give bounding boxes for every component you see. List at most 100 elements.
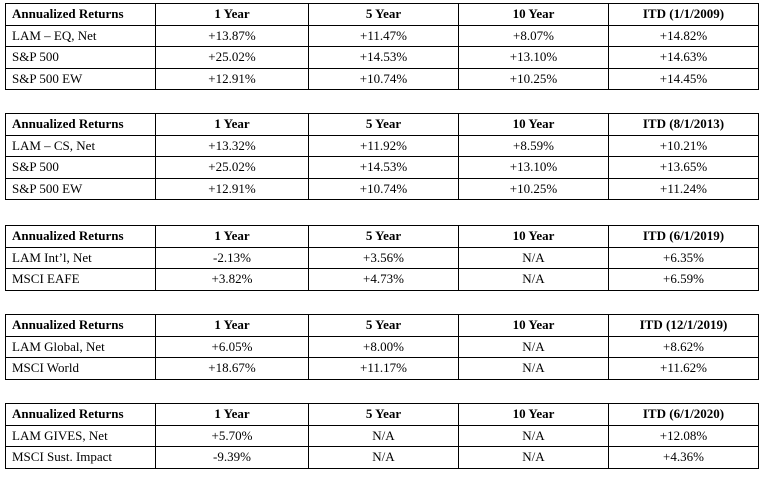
table-body: Annualized Returns 1 Year 5 Year 10 Year ITD…	[5, 225, 759, 291]
return-cell: +12.91%	[155, 67, 309, 90]
returns-table: Annualized Returns 1 Year 5 Year 10 Year ITD…	[5, 113, 759, 200]
row-label: LAM – EQ, Net	[5, 24, 156, 47]
header-cell: ITD (12/1/2019)	[608, 314, 759, 337]
data-row: S&P 500 +25.02% +14.53% +13.10% +13.65%	[5, 156, 759, 179]
return-cell: +11.47%	[308, 24, 459, 47]
header-cell: 10 Year	[458, 225, 609, 248]
header-row: Annualized Returns 1 Year 5 Year 10 Year ITD…	[5, 3, 759, 26]
header-cell: 5 Year	[308, 3, 459, 26]
return-cell: +8.00%	[308, 335, 459, 358]
header-cell: 5 Year	[308, 314, 459, 337]
data-row: LAM – CS, Net +13.32% +11.92% +8.59% +10.21%	[5, 134, 759, 157]
row-label: LAM Global, Net	[5, 335, 156, 358]
row-label: LAM GIVES, Net	[5, 424, 156, 447]
header-cell: Annualized Returns	[5, 403, 156, 426]
return-cell: +13.10%	[458, 156, 609, 179]
data-row: MSCI World +18.67% +11.17% N/A +11.62%	[5, 357, 759, 380]
header-cell: 10 Year	[458, 403, 609, 426]
header-cell: 1 Year	[155, 113, 309, 136]
table-body: Annualized Returns 1 Year 5 Year 10 Year ITD…	[5, 3, 759, 90]
header-cell: Annualized Returns	[5, 113, 156, 136]
return-cell: N/A	[308, 424, 459, 447]
return-cell: +10.25%	[458, 177, 609, 200]
return-cell: N/A	[458, 246, 609, 269]
data-row: LAM – EQ, Net +13.87% +11.47% +8.07% +14.82%	[5, 24, 759, 47]
return-cell: +13.32%	[155, 134, 309, 157]
return-cell: +14.53%	[308, 46, 459, 69]
return-cell: +6.05%	[155, 335, 309, 358]
row-label: MSCI Sust. Impact	[5, 446, 156, 469]
return-cell: N/A	[458, 424, 609, 447]
return-cell: +25.02%	[155, 46, 309, 69]
header-cell: 5 Year	[308, 113, 459, 136]
table-body: Annualized Returns 1 Year 5 Year 10 Year ITD…	[5, 113, 759, 200]
data-row: LAM Global, Net +6.05% +8.00% N/A +8.62%	[5, 335, 759, 358]
header-cell: 1 Year	[155, 403, 309, 426]
header-cell: Annualized Returns	[5, 3, 156, 26]
return-cell: +14.82%	[608, 24, 759, 47]
return-cell: N/A	[458, 335, 609, 358]
row-label: LAM – CS, Net	[5, 134, 156, 157]
return-cell: +10.74%	[308, 67, 459, 90]
return-cell: +3.56%	[308, 246, 459, 269]
return-cell: +13.87%	[155, 24, 309, 47]
header-row: Annualized Returns 1 Year 5 Year 10 Year ITD…	[5, 113, 759, 136]
row-label: MSCI EAFE	[5, 268, 156, 291]
header-cell: 10 Year	[458, 3, 609, 26]
returns-table: Annualized Returns 1 Year 5 Year 10 Year ITD…	[5, 3, 759, 90]
header-row: Annualized Returns 1 Year 5 Year 10 Year ITD…	[5, 403, 759, 426]
header-cell: 1 Year	[155, 3, 309, 26]
return-cell: +11.17%	[308, 357, 459, 380]
header-cell: 1 Year	[155, 225, 309, 248]
header-cell: 10 Year	[458, 314, 609, 337]
returns-table: Annualized Returns 1 Year 5 Year 10 Year ITD…	[5, 403, 759, 469]
header-cell: ITD (6/1/2019)	[608, 225, 759, 248]
return-cell: +11.24%	[608, 177, 759, 200]
return-cell: +25.02%	[155, 156, 309, 179]
data-row: MSCI EAFE +3.82% +4.73% N/A +6.59%	[5, 268, 759, 291]
header-cell: 5 Year	[308, 403, 459, 426]
return-cell: N/A	[308, 446, 459, 469]
return-cell: +4.73%	[308, 268, 459, 291]
return-cell: +18.67%	[155, 357, 309, 380]
header-row: Annualized Returns 1 Year 5 Year 10 Year ITD…	[5, 225, 759, 248]
return-cell: +3.82%	[155, 268, 309, 291]
return-cell: +5.70%	[155, 424, 309, 447]
return-cell: +8.59%	[458, 134, 609, 157]
returns-table: Annualized Returns 1 Year 5 Year 10 Year ITD…	[5, 225, 759, 291]
header-cell: ITD (1/1/2009)	[608, 3, 759, 26]
return-cell: +8.62%	[608, 335, 759, 358]
row-label: S&P 500 EW	[5, 67, 156, 90]
return-cell: +14.63%	[608, 46, 759, 69]
table-body: Annualized Returns 1 Year 5 Year 10 Year ITD…	[5, 403, 759, 469]
header-row: Annualized Returns 1 Year 5 Year 10 Year ITD…	[5, 314, 759, 337]
header-cell: 1 Year	[155, 314, 309, 337]
return-cell: +13.65%	[608, 156, 759, 179]
header-cell: 10 Year	[458, 113, 609, 136]
return-cell: -9.39%	[155, 446, 309, 469]
header-cell: 5 Year	[308, 225, 459, 248]
return-cell: +14.45%	[608, 67, 759, 90]
data-row: S&P 500 EW +12.91% +10.74% +10.25% +11.24%	[5, 177, 759, 200]
return-cell: +6.35%	[608, 246, 759, 269]
return-cell: +10.25%	[458, 67, 609, 90]
data-row: LAM GIVES, Net +5.70% N/A N/A +12.08%	[5, 424, 759, 447]
row-label: S&P 500	[5, 46, 156, 69]
return-cell: N/A	[458, 357, 609, 380]
return-cell: +11.62%	[608, 357, 759, 380]
return-cell: +12.91%	[155, 177, 309, 200]
table-body: Annualized Returns 1 Year 5 Year 10 Year ITD…	[5, 314, 759, 380]
return-cell: +14.53%	[308, 156, 459, 179]
return-cell: +4.36%	[608, 446, 759, 469]
return-cell: +6.59%	[608, 268, 759, 291]
data-row: MSCI Sust. Impact -9.39% N/A N/A +4.36%	[5, 446, 759, 469]
row-label: S&P 500	[5, 156, 156, 179]
data-row: S&P 500 EW +12.91% +10.74% +10.25% +14.45%	[5, 67, 759, 90]
return-cell: +13.10%	[458, 46, 609, 69]
data-row: S&P 500 +25.02% +14.53% +13.10% +14.63%	[5, 46, 759, 69]
row-label: LAM Int’l, Net	[5, 246, 156, 269]
header-cell: ITD (6/1/2020)	[608, 403, 759, 426]
return-cell: +10.21%	[608, 134, 759, 157]
row-label: S&P 500 EW	[5, 177, 156, 200]
